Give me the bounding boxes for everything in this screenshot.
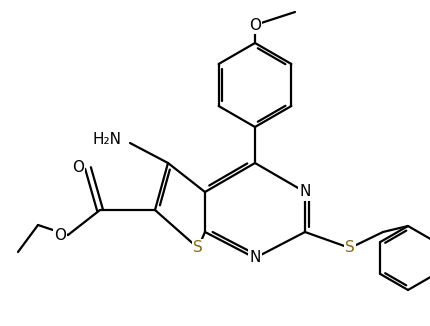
Text: S: S — [193, 241, 203, 256]
Text: H₂N: H₂N — [93, 131, 122, 146]
Text: S: S — [345, 241, 355, 256]
Text: O: O — [54, 228, 66, 243]
Text: N: N — [249, 250, 261, 265]
Text: O: O — [72, 160, 84, 175]
Text: N: N — [299, 185, 311, 200]
Text: O: O — [249, 18, 261, 33]
